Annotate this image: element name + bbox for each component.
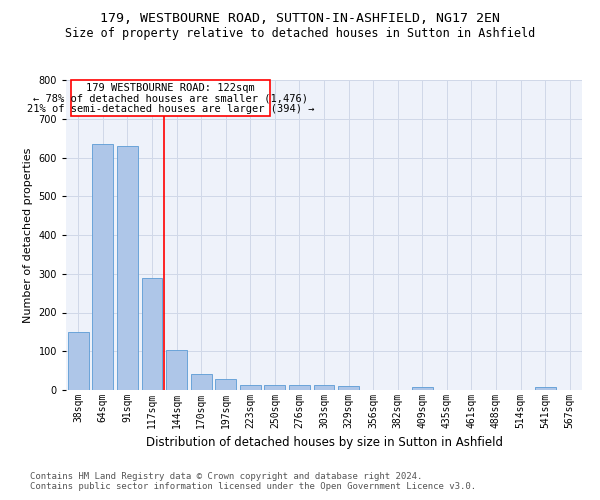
Bar xyxy=(92,144,113,390)
Bar xyxy=(117,146,138,390)
Bar xyxy=(240,386,261,390)
Text: Contains public sector information licensed under the Open Government Licence v3: Contains public sector information licen… xyxy=(30,482,476,491)
Bar xyxy=(265,386,286,390)
Text: 179 WESTBOURNE ROAD: 122sqm: 179 WESTBOURNE ROAD: 122sqm xyxy=(86,83,255,93)
FancyBboxPatch shape xyxy=(71,80,270,116)
X-axis label: Distribution of detached houses by size in Sutton in Ashfield: Distribution of detached houses by size … xyxy=(146,436,503,450)
Bar xyxy=(68,332,89,390)
Y-axis label: Number of detached properties: Number of detached properties xyxy=(23,148,33,322)
Bar xyxy=(215,379,236,390)
Text: 179, WESTBOURNE ROAD, SUTTON-IN-ASHFIELD, NG17 2EN: 179, WESTBOURNE ROAD, SUTTON-IN-ASHFIELD… xyxy=(100,12,500,26)
Bar xyxy=(191,374,212,390)
Text: Contains HM Land Registry data © Crown copyright and database right 2024.: Contains HM Land Registry data © Crown c… xyxy=(30,472,422,481)
Bar xyxy=(166,350,187,390)
Text: 21% of semi-detached houses are larger (394) →: 21% of semi-detached houses are larger (… xyxy=(26,104,314,114)
Bar xyxy=(289,386,310,390)
Bar xyxy=(412,387,433,390)
Bar xyxy=(338,386,359,390)
Text: Size of property relative to detached houses in Sutton in Ashfield: Size of property relative to detached ho… xyxy=(65,28,535,40)
Bar xyxy=(535,387,556,390)
Bar xyxy=(142,278,163,390)
Bar xyxy=(314,386,334,390)
Text: ← 78% of detached houses are smaller (1,476): ← 78% of detached houses are smaller (1,… xyxy=(33,94,308,104)
